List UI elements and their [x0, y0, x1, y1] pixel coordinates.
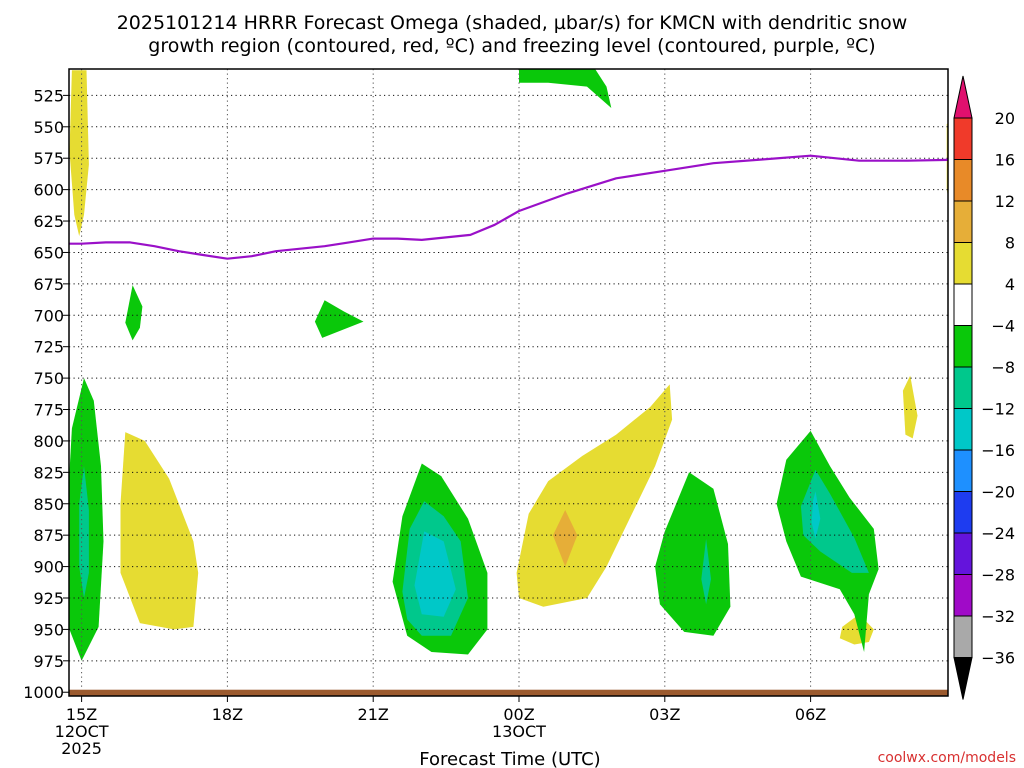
colorbar-bin-7	[953, 408, 973, 451]
y-tick-label-950: 950	[33, 620, 64, 639]
colorbar-label-9: −20	[981, 483, 1015, 502]
y-tick-label-625: 625	[33, 212, 64, 231]
colorbar-label-11: −28	[981, 566, 1015, 585]
colorbar-label-1: 16	[995, 151, 1015, 170]
colorbar-bin-1	[953, 159, 973, 202]
credit-link[interactable]: coolwx.com/models	[878, 750, 1016, 766]
plot-area: 525 550 575 600 625 650 675 700 725 750 775 800 825 8…	[23, 68, 949, 758]
colorbar-under-arrow	[953, 657, 973, 700]
colorbar-bin-11	[953, 574, 973, 617]
colorbar-bin-6	[953, 366, 973, 409]
omega-region-20	[811, 491, 821, 539]
x-tick-label-21Z-1: 21Z	[358, 705, 389, 724]
y-tick-label-825: 825	[33, 463, 64, 482]
y-tick-label-650: 650	[33, 243, 64, 262]
y-tick-label-850: 850	[33, 495, 64, 514]
omega-region-5	[902, 375, 918, 439]
colorbar-label-3: 8	[1005, 234, 1015, 253]
plot-clip-group	[69, 69, 948, 696]
omega-region-0	[69, 70, 89, 237]
x-tick-label-00Z-2: 13OCT	[492, 722, 546, 741]
x-axis-label: Forecast Time (UTC)	[419, 749, 600, 768]
y-tick-label-525: 525	[33, 86, 64, 105]
y-tick-label-675: 675	[33, 275, 64, 294]
colorbar-bin-0	[953, 117, 973, 160]
omega-region-10	[314, 300, 364, 338]
freezing-level-line	[69, 154, 948, 260]
y-tick-label-600: 600	[33, 181, 64, 200]
colorbar-label-5: −4	[991, 317, 1015, 336]
ground-shading	[69, 689, 948, 696]
colorbar-label-6: −8	[991, 358, 1015, 377]
omega-region-7	[553, 510, 578, 567]
y-tick-label-1000: 1000	[23, 683, 64, 702]
y-tick-label-875: 875	[33, 526, 64, 545]
plot-frame	[68, 68, 949, 697]
y-tick-label-575: 575	[33, 149, 64, 168]
y-tick-label-700: 700	[33, 306, 64, 325]
y-tick-label-725: 725	[33, 338, 64, 357]
y-tick-label-800: 800	[33, 432, 64, 451]
colorbar-label-4: 4	[1005, 275, 1015, 294]
x-tick-label-18Z-1: 18Z	[212, 705, 243, 724]
omega-region-9	[125, 285, 143, 341]
omega-region-13	[655, 472, 731, 636]
colorbar-label-10: −24	[981, 524, 1015, 543]
colorbar-label-7: −12	[981, 400, 1015, 419]
colorbar-label-12: −32	[981, 607, 1015, 626]
omega-region-19	[414, 531, 456, 617]
chart-title-line-2: growth region (contoured, red, ºC) and f…	[148, 35, 875, 57]
x-tick-label-06Z-1: 06Z	[795, 705, 826, 724]
omega-region-17	[701, 538, 711, 605]
colorbar-bin-3	[953, 242, 973, 285]
colorbar-bin-10	[953, 532, 973, 575]
omega-region-3	[516, 384, 673, 607]
y-tick-label-550: 550	[33, 118, 64, 137]
x-tick-label-15Z-2: 12OCT	[55, 722, 109, 741]
colorbar-bin-2	[953, 200, 973, 243]
colorbar-over-arrow	[953, 75, 973, 119]
colorbar-label-13: −36	[981, 649, 1015, 668]
colorbar-label-0: 20	[995, 109, 1015, 128]
colorbar-label-8: −16	[981, 441, 1015, 460]
x-tick-label-15Z-3: 2025	[61, 739, 102, 758]
chart-title-line-1: 2025101214 HRRR Forecast Omega (shaded, …	[117, 12, 908, 34]
y-tick-label-775: 775	[33, 401, 64, 420]
colorbar-bin-12	[953, 615, 973, 658]
y-tick-label-750: 750	[33, 369, 64, 388]
omega-region-2	[120, 432, 199, 630]
colorbar-bin-8	[953, 449, 973, 492]
colorbar-label-2: 12	[995, 192, 1015, 211]
x-tick-label-00Z-1: 00Z	[503, 705, 534, 724]
x-tick-label-03Z-1: 03Z	[649, 705, 680, 724]
colorbar-bin-9	[953, 491, 973, 534]
colorbar: 20 16 12 8 4 −4 −8 −12 −16 −20 −24 −28 −32 −36	[953, 75, 1015, 700]
omega-region-18	[800, 469, 869, 573]
y-tick-label-900: 900	[33, 558, 64, 577]
y-tick-label-975: 975	[33, 652, 64, 671]
omega-region-8	[519, 69, 612, 108]
y-tick-label-925: 925	[33, 589, 64, 608]
x-tick-label-15Z-1: 15Z	[66, 705, 97, 724]
colorbar-bin-4	[953, 283, 973, 326]
colorbar-bin-5	[953, 325, 973, 368]
